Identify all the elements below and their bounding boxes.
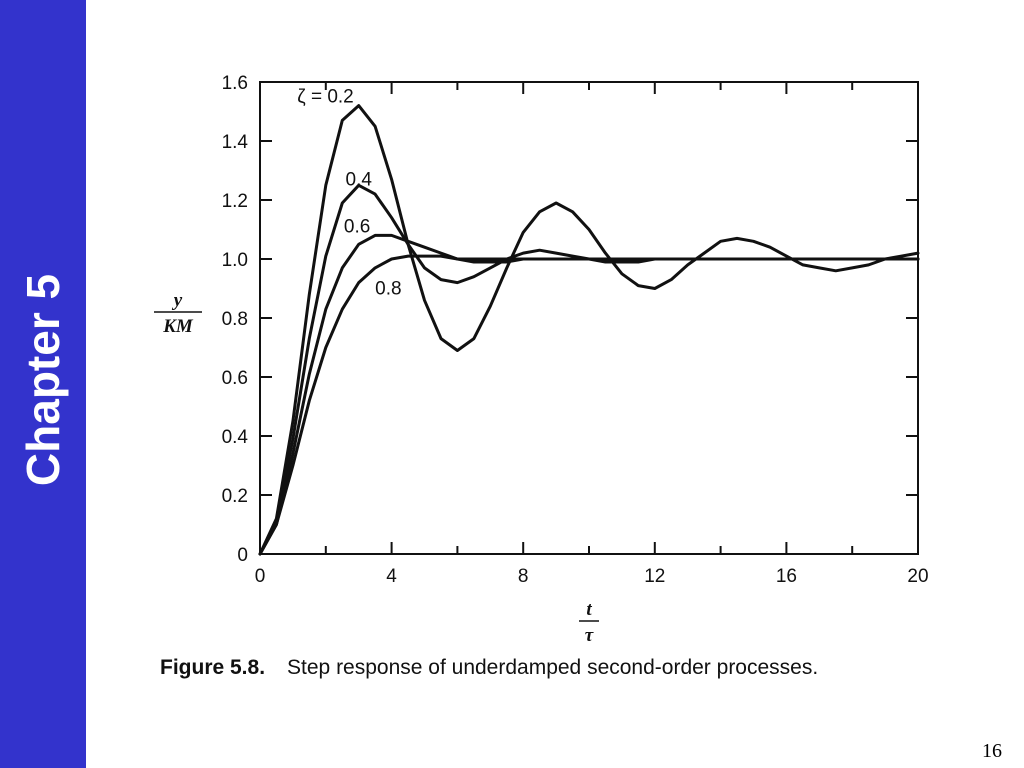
series-line-zeta-0-8 bbox=[258, 254, 920, 556]
y-tick-label: 1.0 bbox=[222, 250, 248, 271]
x-tick-label: 16 bbox=[776, 566, 797, 587]
x-tick-label: 8 bbox=[518, 566, 529, 587]
y-axis-label-denominator: KM bbox=[162, 316, 194, 337]
series-lines bbox=[258, 104, 920, 556]
y-tick-label: 0.8 bbox=[222, 309, 248, 330]
y-tick-label: 1.4 bbox=[222, 132, 249, 153]
x-tick-label: 0 bbox=[255, 566, 266, 587]
chapter-sidebar: Chapter 5 bbox=[0, 0, 86, 768]
plot-frame bbox=[259, 81, 919, 555]
x-axis-label-numerator: t bbox=[586, 599, 592, 620]
y-tick-label: 0.4 bbox=[222, 427, 249, 448]
axis-ticks: 0 4 8 12 16 20 0 0.2 0.4 0.6 0.8 1.0 1.2 1.4 1.6 bbox=[222, 73, 929, 587]
x-tick-label: 12 bbox=[644, 566, 665, 587]
plot-border bbox=[259, 81, 919, 555]
page-number: 16 bbox=[982, 740, 1002, 762]
figure-caption-text: Step response of underdamped second-orde… bbox=[287, 656, 819, 679]
series-label: ζ = 0.2 bbox=[297, 87, 353, 108]
y-tick-label: 1.2 bbox=[222, 191, 248, 212]
series-label: 0.8 bbox=[375, 278, 401, 299]
series-label: 0.4 bbox=[346, 169, 373, 190]
y-tick-label: 0.2 bbox=[222, 486, 248, 507]
x-tick-label: 4 bbox=[386, 566, 397, 587]
figure-number: Figure 5.8. bbox=[160, 656, 266, 679]
series-line-zeta-0-4 bbox=[258, 183, 920, 556]
y-tick-label: 1.6 bbox=[222, 73, 248, 94]
step-response-chart: 0 4 8 12 16 20 0 0.2 0.4 0.6 0.8 1.0 1.2 1.4 1.6 ζ = 0… bbox=[154, 73, 929, 646]
x-tick-label: 20 bbox=[907, 566, 928, 587]
x-axis-label-denominator: τ bbox=[585, 625, 594, 646]
y-tick-label: 0.6 bbox=[222, 368, 248, 389]
chart-labels: ζ = 0.2 0.4 0.6 0.8 y KM tτ bbox=[154, 87, 599, 646]
y-tick-label: 0 bbox=[237, 545, 248, 566]
chapter-label: Chapter 5 bbox=[17, 273, 69, 487]
y-axis-label-numerator: y bbox=[172, 290, 183, 311]
figure-caption: Figure 5.8. Step response of underdamped … bbox=[160, 656, 980, 680]
series-label: 0.6 bbox=[344, 216, 370, 237]
series-line-zeta-0-2 bbox=[258, 104, 920, 556]
